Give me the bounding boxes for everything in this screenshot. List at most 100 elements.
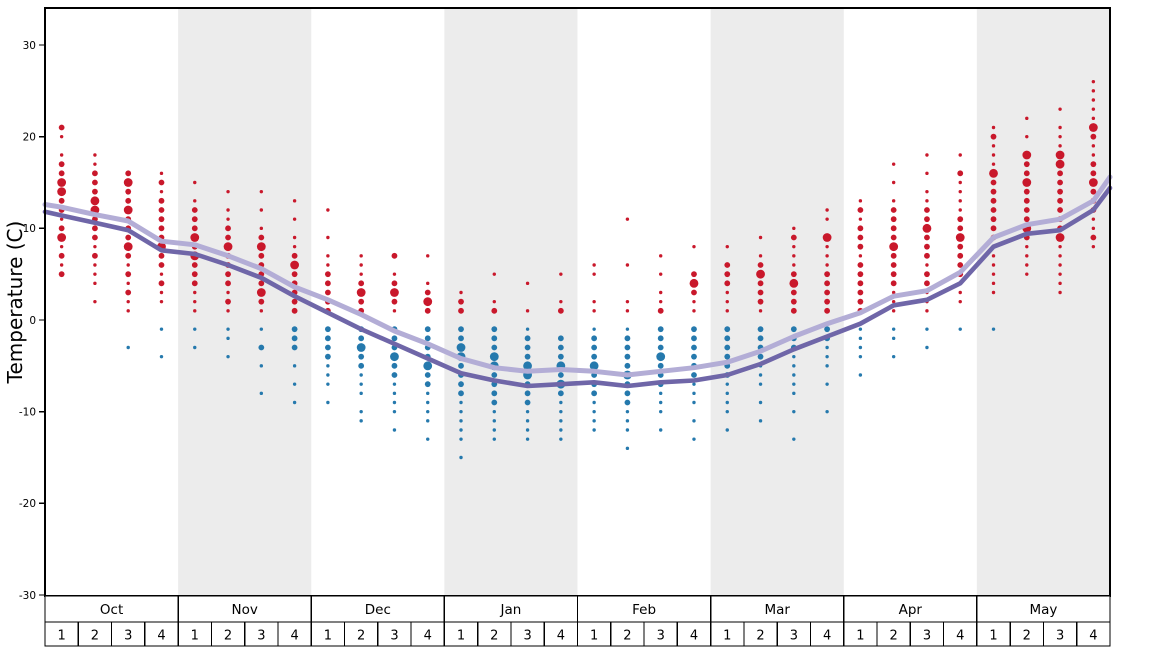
temp-dot-cold (193, 327, 197, 331)
temp-dot-cold (692, 419, 696, 423)
temp-dot-warm (92, 252, 98, 259)
temp-dot-cold (591, 390, 598, 397)
temp-dot-warm (1023, 170, 1030, 177)
temp-dot-cold (226, 327, 230, 331)
temp-dot-cold (492, 428, 496, 432)
temp-dot-warm (592, 299, 596, 304)
week-label: 1 (856, 629, 864, 644)
temp-dot-cold (358, 335, 365, 342)
temp-dot-warm (1091, 107, 1096, 111)
temp-dot-cold (126, 345, 130, 350)
temp-dot-warm (825, 244, 829, 249)
temp-dot-warm (392, 272, 397, 276)
temp-dot-warm (989, 168, 998, 178)
temp-dot-cold (656, 352, 666, 362)
y-tick-label: -10 (19, 406, 36, 418)
temp-dot-warm (1090, 234, 1097, 241)
month-label: Jan (500, 602, 522, 618)
week-cell (676, 621, 712, 647)
week-label: 3 (390, 629, 398, 644)
temp-dot-warm (857, 225, 864, 232)
temp-dot-warm (925, 199, 929, 203)
week-cell (1042, 621, 1078, 647)
temp-dot-warm (891, 299, 896, 304)
temp-dot-warm (59, 217, 64, 221)
temp-dot-cold (291, 344, 298, 351)
temp-dot-warm (458, 298, 464, 305)
temp-dot-cold (491, 335, 498, 342)
temp-dot-cold (758, 373, 763, 377)
temp-dot-warm (458, 307, 464, 314)
temp-dot-warm (792, 244, 796, 249)
temp-dot-warm (958, 199, 962, 203)
temp-dot-warm (258, 252, 265, 259)
y-tick-label: -20 (19, 498, 36, 510)
month-label: Oct (100, 602, 123, 618)
temp-dot-warm (1091, 144, 1096, 148)
temp-dot-warm (592, 309, 596, 313)
temp-dot-warm (1057, 179, 1063, 186)
temp-dot-warm (1022, 178, 1032, 187)
week-label: 4 (823, 629, 831, 644)
temp-dot-cold (491, 390, 498, 397)
temp-dot-warm (957, 225, 964, 232)
temp-dot-warm (625, 309, 630, 313)
temp-dot-warm (58, 252, 65, 259)
temp-dot-warm (259, 189, 264, 194)
temp-dot-cold (824, 326, 831, 333)
temp-dot-cold (391, 362, 398, 369)
temp-dot-warm (1055, 159, 1065, 169)
temp-dot-warm (990, 179, 997, 186)
week-cell (244, 621, 279, 647)
temp-dot-warm (1091, 153, 1096, 157)
temp-dot-cold (524, 353, 531, 360)
temp-dot-warm (125, 234, 132, 241)
temp-dot-warm (292, 199, 297, 203)
temp-dot-warm (925, 263, 929, 267)
week-label: 4 (424, 629, 432, 644)
temp-dot-warm (1023, 197, 1030, 204)
temp-dot-cold (557, 353, 564, 360)
temp-dot-cold (458, 362, 464, 369)
temp-dot-warm (92, 225, 98, 232)
temp-dot-warm (1091, 98, 1096, 102)
temp-dot-cold (724, 353, 731, 360)
temp-dot-warm (625, 217, 630, 221)
temp-dot-warm (1057, 170, 1063, 177)
temp-dot-warm (891, 180, 896, 185)
temp-dot-cold (792, 391, 796, 396)
temp-dot-warm (193, 199, 197, 203)
month-shade-band (976, 8, 1110, 596)
temp-dot-warm (1057, 197, 1063, 204)
temp-dot-warm (991, 162, 996, 166)
temp-dot-warm (226, 309, 230, 313)
temp-dot-warm (991, 290, 996, 295)
temp-dot-warm (326, 208, 330, 212)
temp-dot-warm (59, 244, 64, 249)
temp-dot-warm (922, 223, 932, 233)
temp-dot-warm (1091, 244, 1096, 249)
month-label: Apr (899, 602, 923, 618)
temp-dot-cold (559, 419, 563, 423)
temp-dot-warm (691, 271, 697, 278)
temp-dot-warm (225, 225, 231, 232)
week-cell (443, 621, 479, 647)
temp-dot-cold (757, 353, 764, 360)
temp-dot-cold (458, 335, 464, 342)
temp-dot-warm (359, 272, 363, 276)
temp-dot-warm (758, 254, 763, 258)
temp-dot-warm (193, 180, 197, 185)
temp-dot-warm (890, 252, 897, 259)
temp-dot-cold (725, 400, 729, 405)
temp-dot-warm (291, 307, 298, 314)
temp-dot-warm (258, 280, 265, 287)
temp-dot-warm (857, 289, 864, 296)
temp-dot-warm (891, 290, 896, 295)
temp-dot-warm (659, 254, 663, 258)
temp-dot-warm (1091, 116, 1096, 121)
temp-dot-cold (624, 390, 631, 397)
temp-dot-warm (324, 280, 331, 287)
week-label: 4 (956, 629, 964, 644)
temp-dot-warm (790, 298, 797, 305)
week-label: 2 (890, 629, 898, 644)
